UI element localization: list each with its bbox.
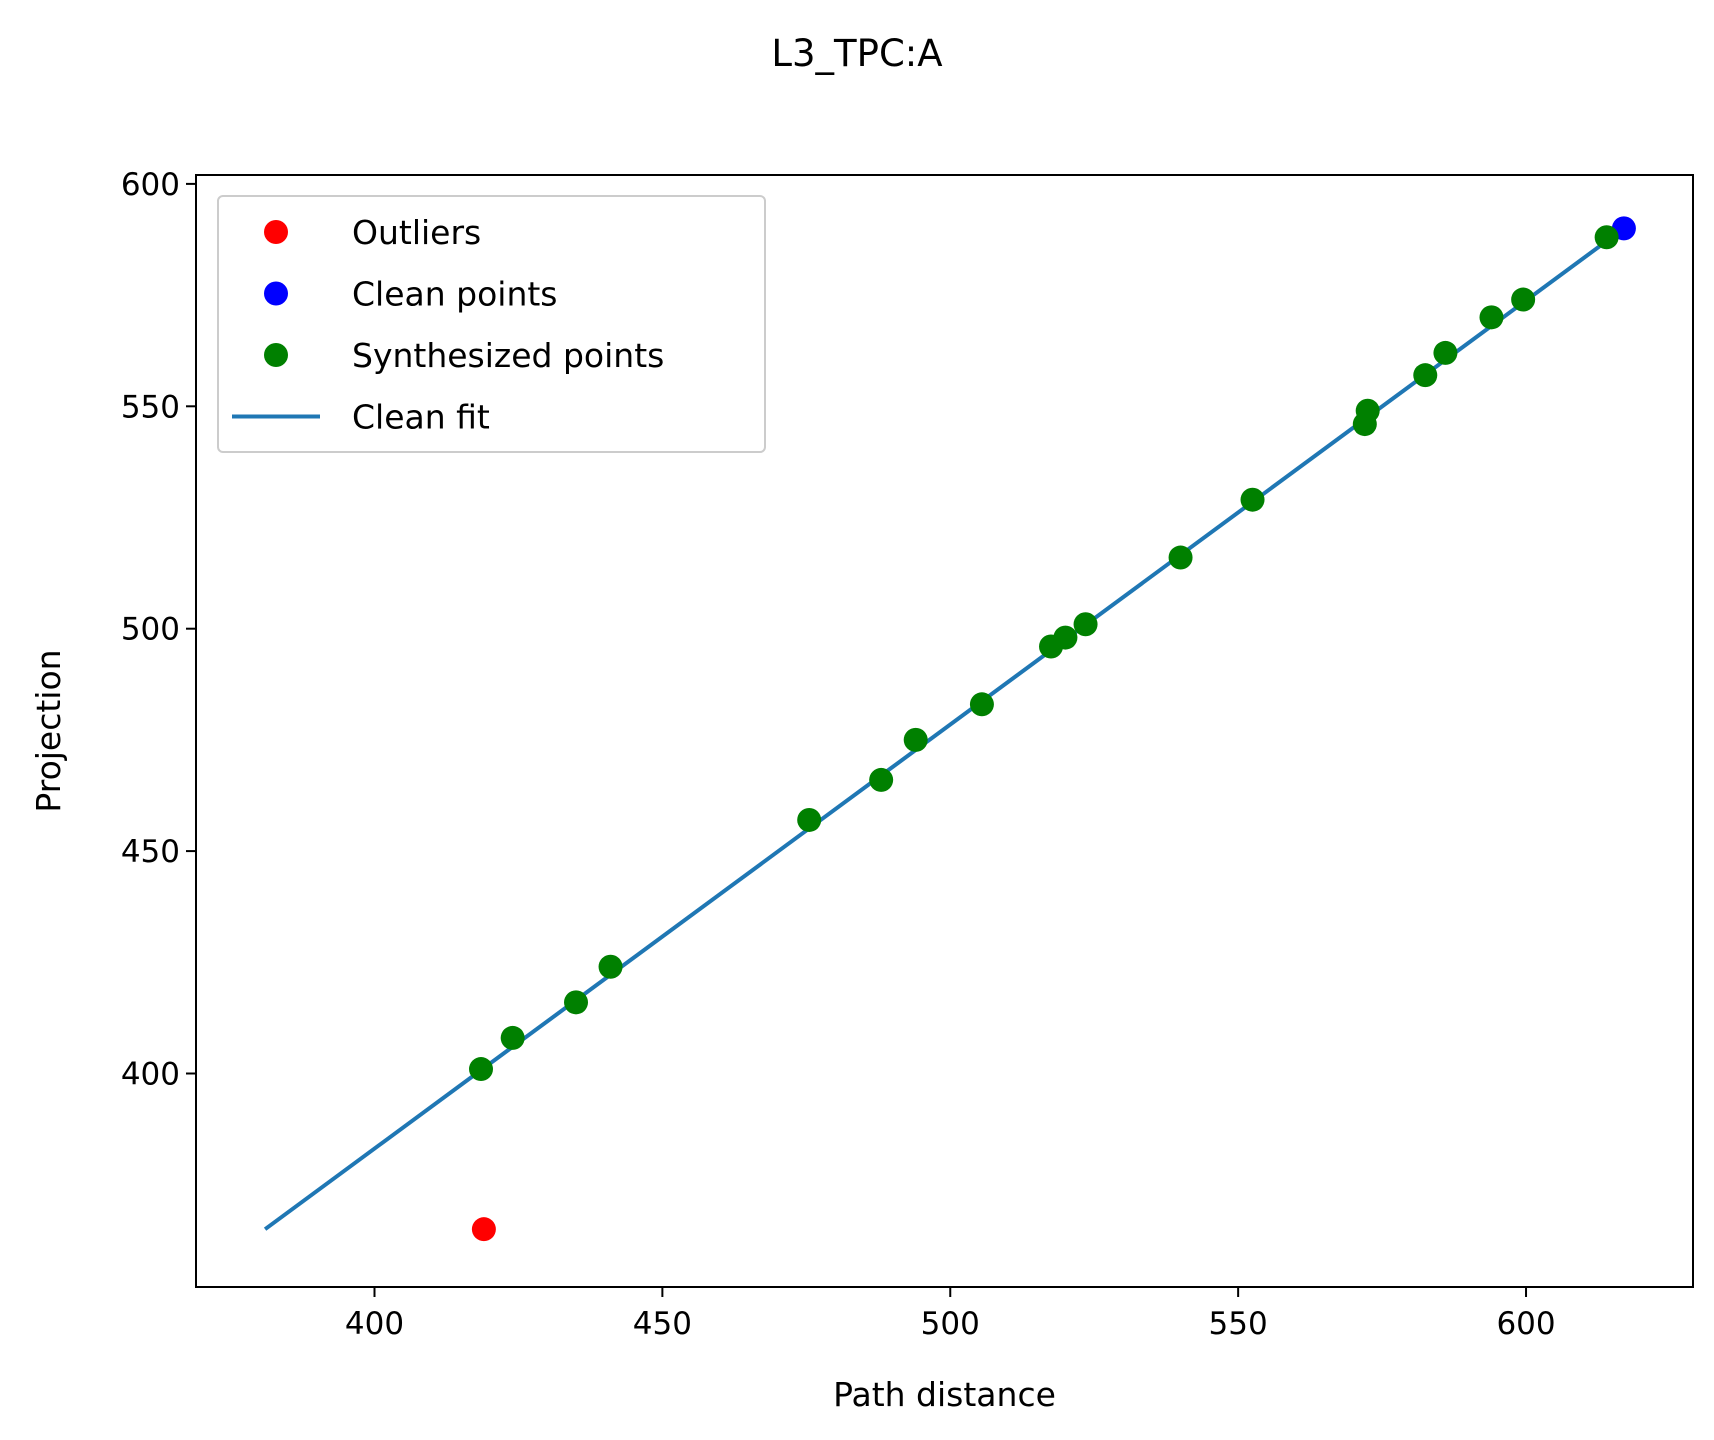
legend-label-outliers: Outliers: [352, 213, 481, 252]
synthesized-points-point: [1479, 305, 1504, 330]
x-tick-label: 450: [633, 1306, 692, 1342]
x-tick-label: 550: [1209, 1306, 1268, 1342]
synthesized-points-point: [1240, 487, 1265, 512]
synthesized-points-point: [797, 807, 822, 832]
plot-area: [263, 216, 1636, 1242]
synthesized-points-point: [469, 1057, 494, 1082]
synthesized-points-point: [1413, 363, 1438, 388]
x-tick-label: 500: [921, 1306, 980, 1342]
legend-label-synthesized-points: Synthesized points: [352, 336, 664, 375]
y-tick-label: 550: [121, 389, 180, 425]
y-tick-label: 600: [121, 167, 180, 203]
fit-line: [263, 226, 1626, 1231]
synthesized-points-point: [1511, 287, 1536, 312]
synthesized-points-point: [903, 727, 928, 752]
synthesized-points-point: [500, 1025, 525, 1050]
synthesized-points-point: [564, 990, 589, 1015]
synthesized-points-point: [1073, 612, 1098, 637]
y-tick-label: 500: [121, 612, 180, 648]
legend-frame: [217, 195, 766, 453]
synthesized-points-point: [969, 692, 994, 717]
legend-label-clean-fit: Clean fit: [352, 398, 490, 437]
y-tick-label: 400: [121, 1056, 180, 1092]
plot-frame: [195, 174, 1694, 1288]
synthesized-points-point: [1053, 625, 1078, 650]
legend-swatch-synthesized-points: [264, 343, 288, 367]
synthesized-points-point: [1433, 340, 1458, 365]
axis-ticks: 400 450 500 550 600 400 450 500 550 600: [121, 167, 1556, 1342]
synthesized-points-point: [1168, 545, 1193, 570]
outliers-point: [471, 1217, 496, 1242]
chart-title: L3_TPC:A: [771, 32, 942, 75]
y-tick-label: 450: [121, 834, 180, 870]
x-axis-label: Path distance: [833, 1375, 1056, 1414]
legend-label-clean-points: Clean points: [352, 275, 558, 314]
legend-swatch-clean-points: [264, 281, 288, 306]
legend-swatch-outliers: [264, 220, 288, 244]
synthesized-points-point: [869, 767, 894, 792]
x-tick-label: 400: [345, 1306, 404, 1342]
synthesized-points-point: [1594, 225, 1619, 250]
y-axis-label: Projection: [29, 649, 68, 812]
legend: Outliers Clean points Synthesized points Cl…: [217, 195, 766, 453]
synthesized-points-point: [598, 954, 623, 979]
x-tick-label: 600: [1496, 1306, 1555, 1342]
synthesized-points-point: [1355, 398, 1380, 423]
